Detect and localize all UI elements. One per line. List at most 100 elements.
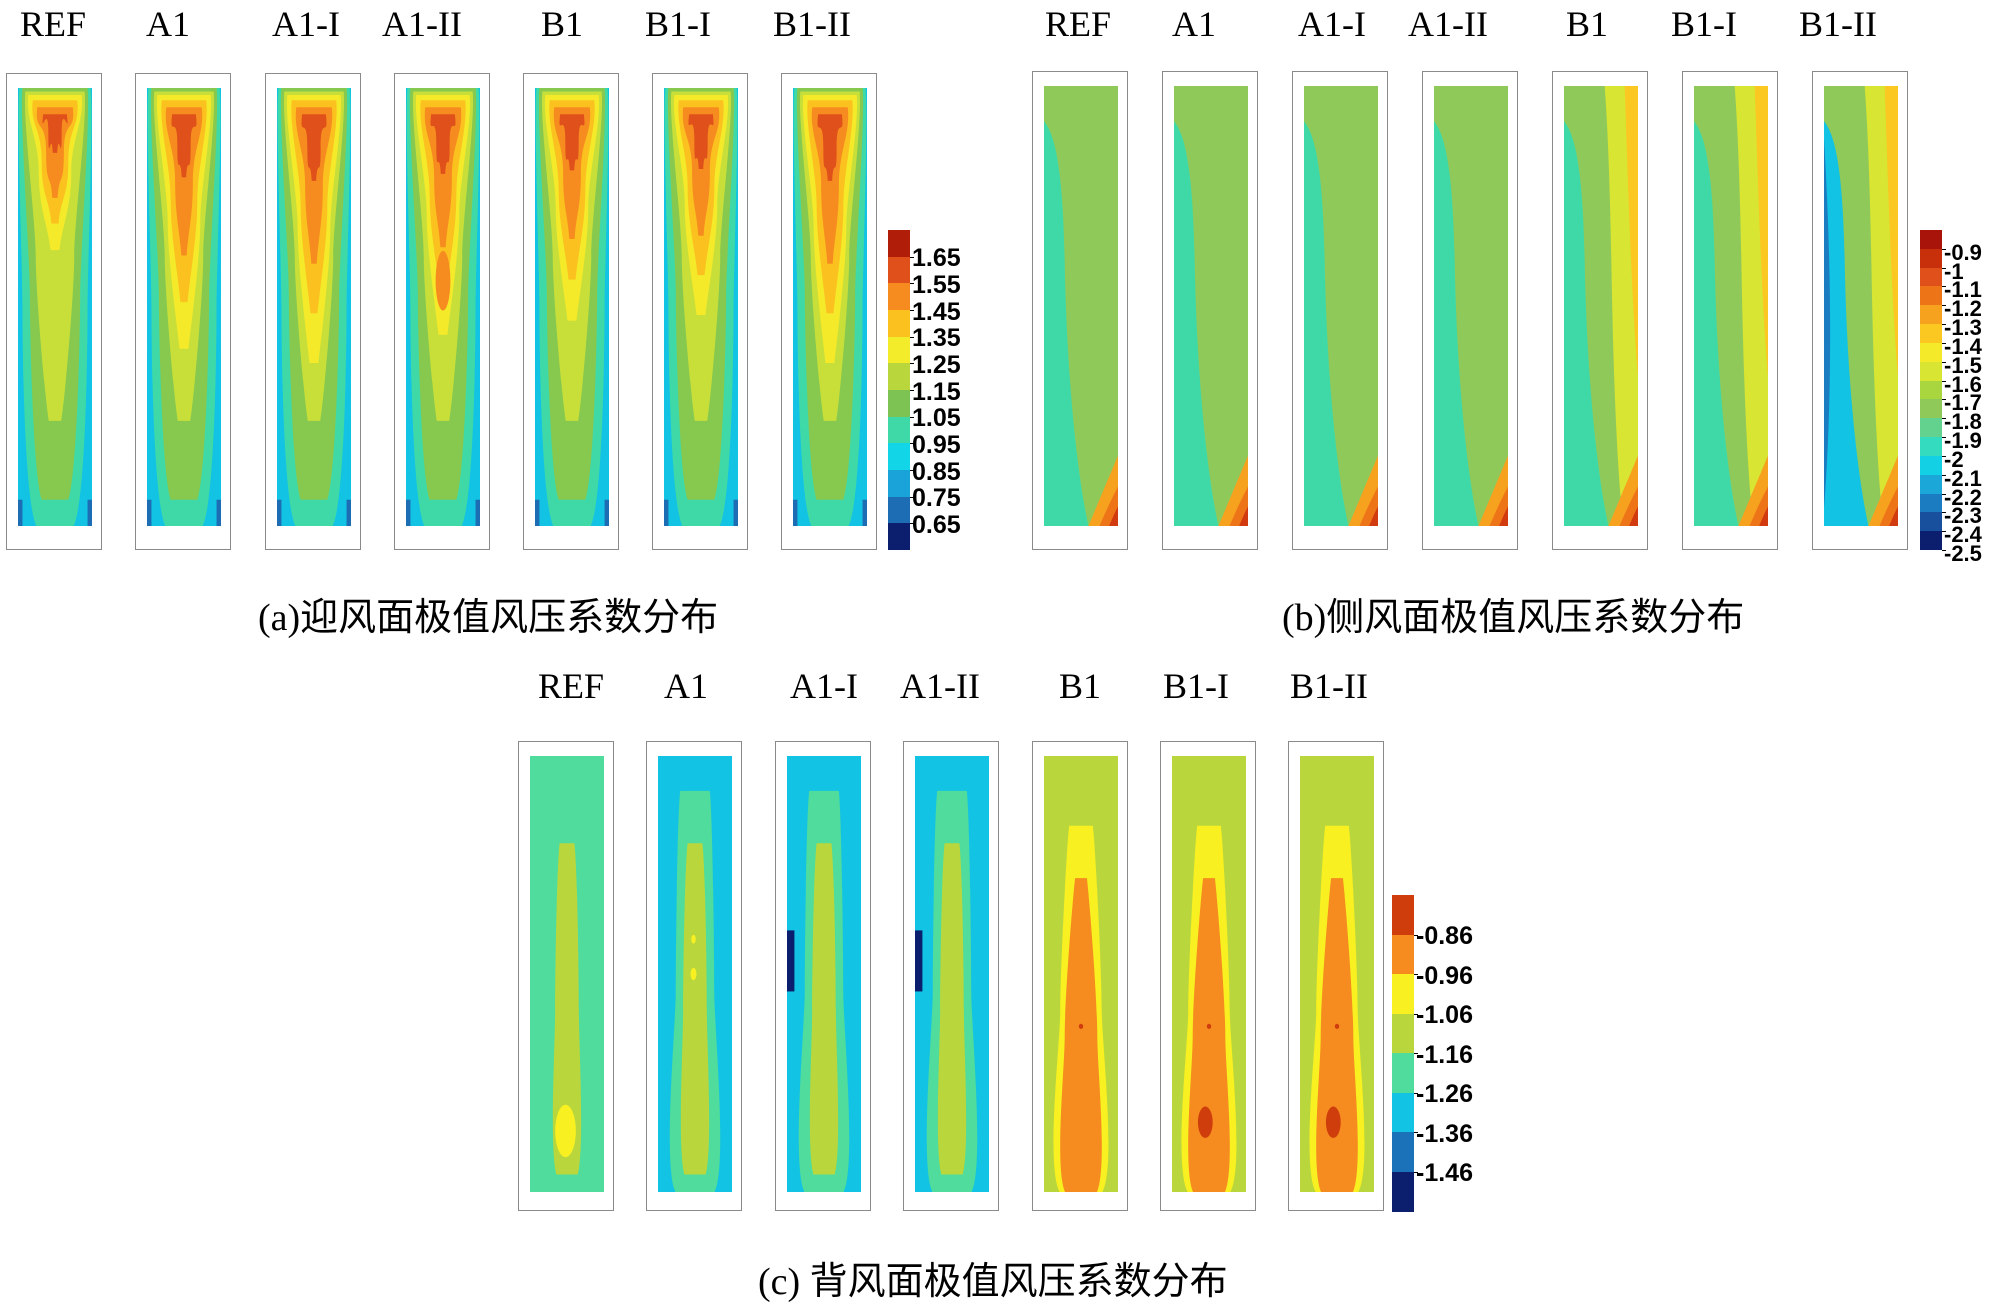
contour-band <box>1188 878 1230 1192</box>
colorbar-tick-label: 0.75 <box>912 484 961 513</box>
colorbar-swatch <box>888 416 910 444</box>
colorbar-tick <box>910 496 914 498</box>
colorbar-tick-label: 0.85 <box>912 457 961 486</box>
colorbar-tick-label: -2.5 <box>1944 541 1982 566</box>
colorbar-tick <box>1414 934 1418 936</box>
column-label: B1-II <box>1799 4 1877 44</box>
colorbar-tick <box>1942 512 1946 514</box>
column-label: B1-II <box>1290 666 1368 706</box>
colorbar-swatch <box>1392 1013 1414 1054</box>
contour-band <box>1174 86 1248 526</box>
column-label: B1 <box>540 4 583 44</box>
contour-band <box>1206 1023 1212 1029</box>
colorbar-tick <box>910 283 914 285</box>
contour-frame <box>781 73 877 550</box>
contour-band <box>1754 86 1768 377</box>
colorbar-tick-label: 1.45 <box>912 297 961 326</box>
colorbar-tick-label: -1.7 <box>1944 390 1982 416</box>
contour-band <box>817 114 843 181</box>
contour-band <box>147 499 152 526</box>
contour-band <box>552 843 582 1175</box>
contour-band <box>171 114 197 178</box>
colorbar-tick <box>910 390 914 391</box>
contour-band <box>216 499 221 526</box>
contour-plot <box>1304 86 1378 526</box>
colorbar-tick <box>1942 474 1946 476</box>
contour-plot <box>787 756 861 1192</box>
colorbar-tick <box>1942 305 1946 307</box>
contour-band <box>1369 506 1378 526</box>
contour-band <box>688 114 714 169</box>
colorbar-tick <box>1942 286 1946 288</box>
contour-band <box>862 499 867 526</box>
colorbar-tick <box>1942 380 1946 382</box>
contour-plot <box>658 756 732 1192</box>
column-label: B1-I <box>1163 666 1229 706</box>
contour-band <box>535 499 540 526</box>
colorbar-tick-label: -1.9 <box>1944 428 1982 454</box>
colorbar-swatch <box>1920 380 1942 400</box>
colorbar-swatch <box>1920 399 1942 419</box>
colorbar-swatch <box>1920 248 1942 269</box>
colorbar-tick <box>910 310 914 311</box>
contour-band <box>680 843 710 1175</box>
contour-band <box>277 499 282 526</box>
contour-frame <box>394 73 490 550</box>
colorbar-tick-label: -1.46 <box>1416 1159 1473 1187</box>
contour-band <box>424 107 462 248</box>
colorbar-swatch <box>888 523 910 551</box>
contour-band <box>1624 86 1638 377</box>
colorbar-swatch <box>888 390 910 418</box>
colorbar-tick-label: 0.95 <box>912 430 961 459</box>
colorbar-swatch <box>1920 230 1942 250</box>
contour-band <box>1889 506 1898 526</box>
contour-plot <box>1434 86 1508 526</box>
contour-plot <box>18 88 92 526</box>
contour-frame <box>646 741 742 1211</box>
colorbar-swatch <box>1920 531 1942 551</box>
contour-band <box>553 107 591 240</box>
caption-c: (c) 背风面极值风压系数分布 <box>758 1261 1228 1303</box>
contour-frame <box>518 741 614 1211</box>
contour-plot <box>1824 86 1898 526</box>
contour-band <box>1239 506 1248 526</box>
contour-band <box>793 499 798 526</box>
contour-frame <box>135 73 231 550</box>
contour-band <box>1316 878 1358 1192</box>
caption-b: (b)侧风面极值风压系数分布 <box>1282 597 1745 639</box>
colorbar-tick-label: -1 <box>1944 258 1964 284</box>
contour-band <box>809 843 839 1175</box>
colorbar-swatch <box>888 443 910 471</box>
contour-band <box>691 934 696 944</box>
colorbar-swatch <box>888 256 910 284</box>
colorbar-tick <box>1942 493 1946 495</box>
contour-band <box>1629 506 1638 526</box>
colorbar-tick-label: 1.55 <box>912 270 961 299</box>
colorbar-tick <box>1942 324 1946 326</box>
contour-frame <box>1160 741 1256 1211</box>
contour-band <box>1197 1106 1213 1138</box>
contour-plot <box>1694 86 1768 526</box>
contour-band <box>915 930 923 992</box>
colorbar-tick <box>1414 1132 1418 1133</box>
colorbar-tick <box>910 443 914 445</box>
colorbar-swatch <box>1920 324 1942 344</box>
contour-frame <box>1292 71 1388 550</box>
contour-frame <box>265 73 361 550</box>
colorbar-tick <box>910 336 914 338</box>
colorbar-tick-label: -1.6 <box>1944 371 1982 397</box>
colorbar-tick <box>910 416 914 418</box>
colorbar-tick <box>1414 1053 1418 1054</box>
colorbar-swatch <box>1920 455 1942 476</box>
contour-band <box>787 930 795 992</box>
contour-band <box>1060 878 1102 1192</box>
colorbar-tick <box>1942 399 1946 401</box>
colorbar-tick <box>1942 342 1946 344</box>
colorbar-tick-label: 0.65 <box>912 510 961 539</box>
colorbar-swatch <box>1920 286 1942 306</box>
colorbar-swatch <box>1392 974 1414 1014</box>
colorbar-tick-label: -1.16 <box>1416 1040 1473 1069</box>
colorbar-swatch <box>888 470 910 498</box>
contour-plot <box>915 756 989 1192</box>
contour-frame <box>1032 71 1128 550</box>
